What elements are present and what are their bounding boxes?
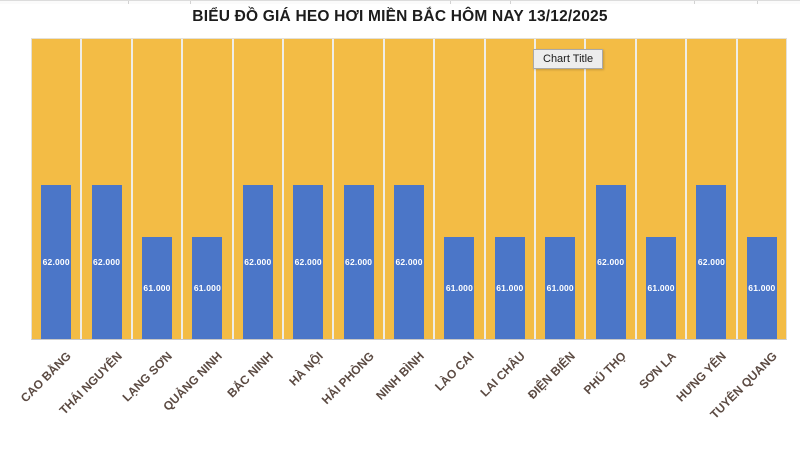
page: { "page": { "title": "BIỂU ĐỒ GIÁ HEO HƠ…	[0, 0, 800, 431]
spreadsheet-grid-remnant	[0, 0, 800, 4]
bar-điện-biên[interactable]: 61.000	[545, 237, 576, 339]
bar-quảng-ninh[interactable]: 61.000	[192, 237, 223, 339]
bar-value-label: 62.000	[244, 257, 272, 267]
spreadsheet-gridline	[128, 1, 129, 4]
category-axis-labels: CAO BẰNG THÁI NGUYÊN LẠNG SƠN QUẢNG NINH BẮC…	[0, 341, 800, 431]
category-slot: 62.000	[586, 39, 637, 339]
category-slot: 61.000	[435, 39, 486, 339]
spreadsheet-gridline	[694, 1, 695, 4]
category-slot: 62.000	[82, 39, 133, 339]
bar-value-label: 61.000	[496, 283, 524, 293]
spreadsheet-gridline	[757, 1, 758, 4]
category-slot: 61.000	[486, 39, 537, 339]
bar-value-label: 62.000	[597, 257, 625, 267]
category-slot: 62.000	[234, 39, 285, 339]
bar-value-label: 62.000	[294, 257, 322, 267]
category-slot: 62.000	[385, 39, 436, 339]
bar-hà-nội[interactable]: 62.000	[293, 185, 324, 339]
category-slot: 61.000	[536, 39, 587, 339]
bar-ninh-bình[interactable]: 62.000	[394, 185, 425, 339]
bar-sơn-la[interactable]: 61.000	[646, 237, 677, 339]
category-slot: 61.000	[133, 39, 184, 339]
chart-title-placeholder[interactable]: Chart Title	[533, 49, 604, 69]
bar-value-label: 62.000	[93, 257, 121, 267]
bar-value-label: 61.000	[546, 283, 574, 293]
bar-hải-phòng[interactable]: 62.000	[343, 185, 374, 339]
bar-value-label: 61.000	[445, 283, 474, 293]
page-title: BIỂU ĐỒ GIÁ HEO HƠI MIỀN BẮC HÔM NAY 13/…	[192, 8, 608, 25]
bar-lào-cai[interactable]: 61.000	[444, 237, 475, 339]
bar-value-label: 62.000	[697, 257, 726, 267]
category-slot: 61.000	[738, 39, 786, 339]
category-slot: 62.000	[32, 39, 83, 339]
bar-bắc-ninh[interactable]: 62.000	[242, 185, 273, 339]
bar-hưng-yên[interactable]: 62.000	[696, 185, 727, 339]
category-slot: 62.000	[687, 39, 738, 339]
category-slot: 62.000	[334, 39, 385, 339]
bar-value-label: 62.000	[395, 257, 423, 267]
category-label: TUYÊN QUANG	[707, 349, 780, 422]
bar-value-label: 61.000	[748, 283, 776, 293]
spreadsheet-gridline	[450, 1, 451, 4]
bar-lạng-sơn[interactable]: 61.000	[142, 237, 173, 339]
spreadsheet-gridline	[510, 1, 511, 4]
bar-value-label: 61.000	[193, 283, 222, 293]
category-slot: 62.000	[284, 39, 335, 339]
category-slot: 61.000	[637, 39, 688, 339]
bar-value-label: 61.000	[143, 283, 171, 293]
bar-phú-thọ[interactable]: 62.000	[595, 185, 626, 339]
bar-value-label: 62.000	[42, 257, 70, 267]
plot-area: 62.000 62.000 61.000 61.000 62.000 62.000 62.0…	[31, 38, 787, 340]
bar-tuyên-quang[interactable]: 61.000	[746, 237, 777, 339]
spreadsheet-gridline	[190, 1, 191, 4]
bar-thái-nguyên[interactable]: 62.000	[91, 185, 122, 339]
bar-lai-châu[interactable]: 61.000	[494, 237, 525, 339]
bar-value-label: 62.000	[345, 257, 373, 267]
category-slot: 61.000	[183, 39, 234, 339]
bar-cao-bằng[interactable]: 62.000	[41, 185, 72, 339]
bar-value-label: 61.000	[647, 283, 675, 293]
